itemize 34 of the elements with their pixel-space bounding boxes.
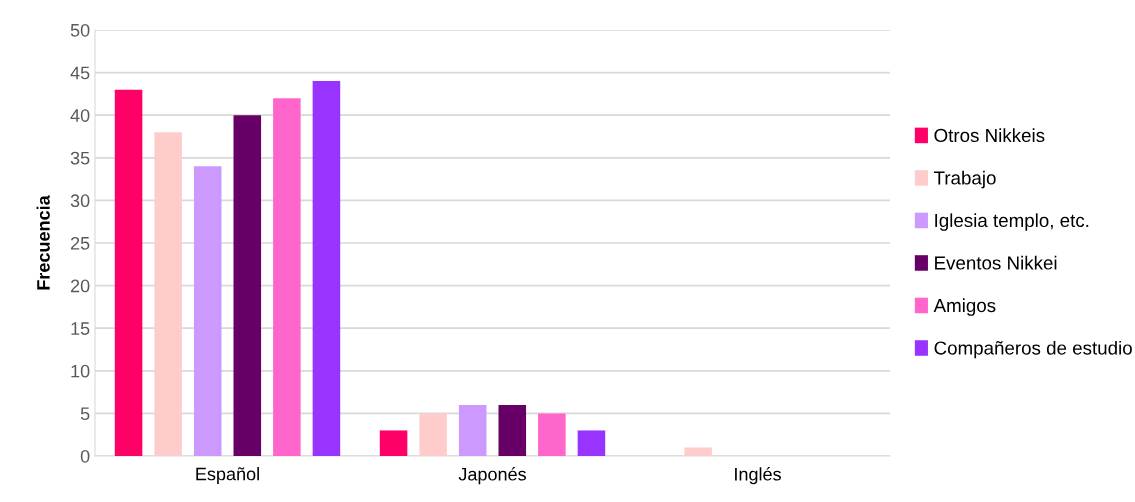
y-axis-title: Frecuencia bbox=[36, 195, 50, 290]
y-tick-label: 45 bbox=[70, 66, 90, 80]
y-tick-label: 35 bbox=[70, 151, 90, 165]
y-tick-label: 5 bbox=[80, 407, 90, 421]
bar bbox=[233, 115, 262, 456]
bar bbox=[538, 413, 566, 456]
bar bbox=[419, 413, 447, 456]
legend-label: Eventos Nikkei bbox=[935, 255, 1057, 270]
y-tick-label: 10 bbox=[71, 364, 90, 378]
bar bbox=[154, 132, 182, 456]
y-tick-label: 40 bbox=[70, 109, 90, 122]
bar bbox=[577, 430, 606, 456]
y-tick-label: 30 bbox=[70, 194, 90, 208]
bar bbox=[312, 81, 341, 456]
legend-label: Amigos bbox=[933, 298, 996, 316]
x-tick-label: Japonés bbox=[458, 467, 526, 485]
bar bbox=[379, 430, 408, 456]
y-tick-label: 0 bbox=[80, 449, 90, 463]
bar bbox=[498, 404, 527, 456]
y-tick-label: 15 bbox=[71, 322, 90, 335]
legend-label: Trabajo bbox=[934, 170, 996, 189]
y-tick-label: 50 bbox=[70, 23, 90, 37]
x-tick-label: Inglés bbox=[735, 467, 781, 485]
bar bbox=[458, 404, 487, 456]
bar bbox=[193, 166, 222, 456]
y-tick-label: 20 bbox=[70, 279, 90, 293]
y-tick-label: 25 bbox=[70, 236, 90, 250]
legend-label: Otros Nikkeis bbox=[934, 128, 1045, 143]
bar bbox=[114, 89, 143, 456]
bar bbox=[273, 98, 301, 456]
bar bbox=[684, 447, 712, 456]
legend-label: Compañeros de estudio bbox=[934, 340, 1132, 359]
x-tick-label: Español bbox=[196, 467, 259, 484]
legend-label: Iglesia templo, etc. bbox=[935, 213, 1089, 231]
